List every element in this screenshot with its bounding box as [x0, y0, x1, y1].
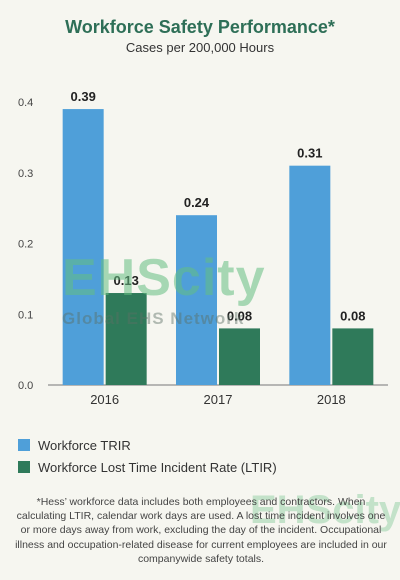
y-tick-label: 0.0: [18, 380, 33, 392]
legend-swatch-trir: [18, 439, 30, 451]
footnote: *Hess’ workforce data includes both empl…: [15, 496, 387, 565]
x-tick-label: 2018: [317, 392, 346, 407]
legend-label-ltir: Workforce Lost Time Incident Rate (LTIR): [38, 459, 277, 475]
legend-item-ltir: Workforce Lost Time Incident Rate (LTIR): [18, 456, 277, 478]
watermark-text: Global EHS Network: [62, 309, 245, 328]
chart-title: Workforce Safety Performance*: [65, 17, 335, 37]
y-tick-label: 0.1: [18, 309, 33, 321]
chart-legend: Workforce TRIR Workforce Lost Time Incid…: [18, 434, 277, 478]
data-label: 0.08: [340, 308, 365, 323]
y-tick-label: 0.4: [18, 97, 33, 109]
data-label: 0.39: [71, 89, 96, 104]
y-tick-label: 0.2: [18, 239, 33, 251]
bar-1-2017: [219, 328, 260, 385]
y-tick-label: 0.3: [18, 168, 33, 180]
bar-chart: 0.0 0.1 0.2 0.3 0.4 0.39 0.13 2016 0.24 0.08 2017 0…: [18, 89, 388, 407]
legend-label-trir: Workforce TRIR: [38, 437, 131, 453]
bar-0-2016: [62, 109, 104, 385]
legend-item-trir: Workforce TRIR: [18, 434, 277, 456]
data-label: 0.24: [184, 195, 210, 210]
x-tick-label: 2016: [90, 392, 119, 407]
x-tick-label: 2017: [204, 392, 233, 407]
data-label: 0.31: [297, 146, 322, 161]
bar-1-2018: [332, 328, 374, 385]
bar-0-2018: [289, 165, 331, 385]
watermark-logo: EHScity: [62, 249, 266, 307]
bar-1-2016: [105, 293, 147, 385]
data-label: 0.13: [114, 273, 139, 288]
data-label: 0.08: [227, 308, 252, 323]
chart-subtitle: Cases per 200,000 Hours: [125, 40, 275, 55]
watermark-logo-footer: EHScity: [250, 488, 400, 532]
bar-0-2017: [176, 215, 217, 385]
legend-swatch-ltir: [18, 461, 30, 473]
